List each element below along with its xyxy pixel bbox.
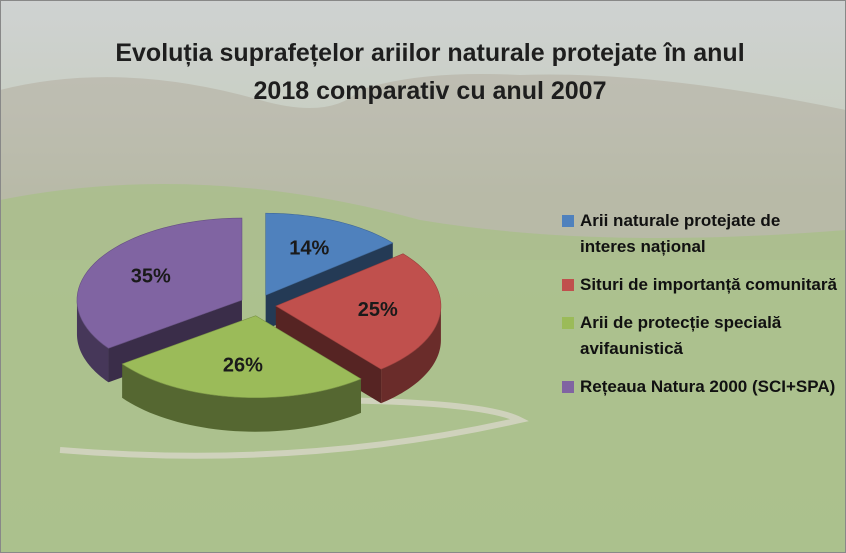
legend-label: Rețeaua Natura 2000 (SCI+SPA) <box>580 377 835 396</box>
data-label: 25% <box>358 299 398 321</box>
legend-label: Arii de protecție specială avifaunistică <box>580 313 781 358</box>
chart-title: Evoluția suprafețelor ariilor naturale p… <box>110 34 750 110</box>
data-label: 26% <box>223 354 263 376</box>
legend-label: Situri de importanță comunitară <box>580 275 837 294</box>
legend-item: Situri de importanță comunitară <box>560 272 840 298</box>
legend-item: Rețeaua Natura 2000 (SCI+SPA) <box>560 374 840 400</box>
legend-label: Arii naturale protejate de interes națio… <box>580 211 780 256</box>
legend-item: Arii naturale protejate de interes națio… <box>560 208 840 260</box>
data-label: 35% <box>131 265 171 287</box>
legend-swatch <box>562 381 574 393</box>
legend-swatch <box>562 317 574 329</box>
slide: 14% 35% 25% 26% Evoluția suprafețelor ariil… <box>0 0 846 553</box>
legend-item: Arii de protecție specială avifaunistică <box>560 310 840 362</box>
data-label: 14% <box>289 238 329 260</box>
legend-swatch <box>562 215 574 227</box>
legend: Arii naturale protejate de interes națio… <box>560 208 840 412</box>
legend-swatch <box>562 279 574 291</box>
